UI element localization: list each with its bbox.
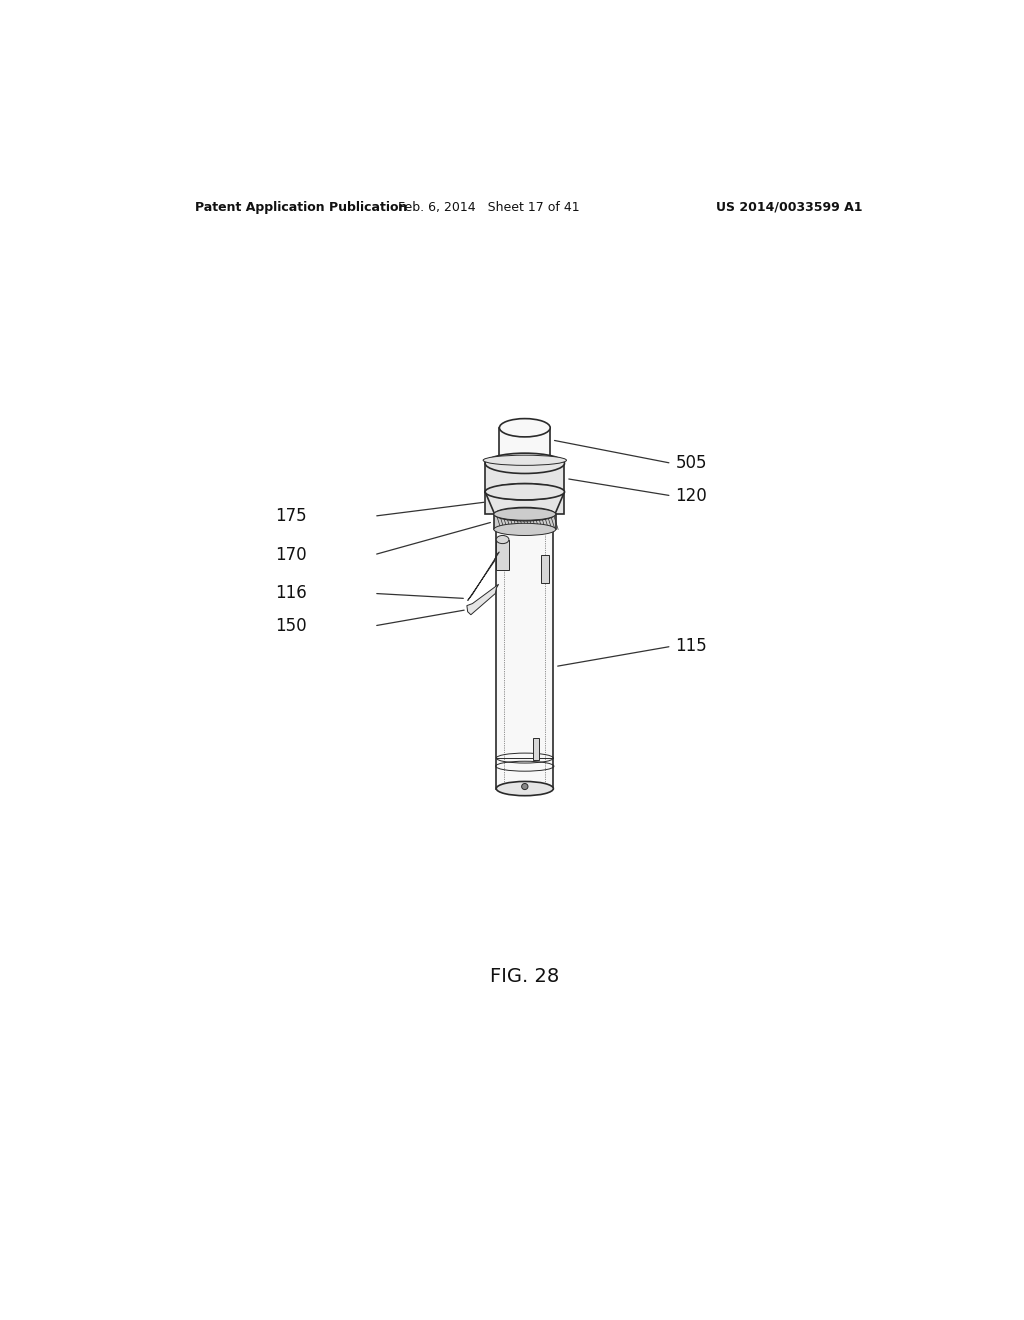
Ellipse shape [500, 457, 550, 470]
Ellipse shape [485, 453, 564, 474]
Ellipse shape [483, 455, 566, 466]
Polygon shape [485, 492, 564, 515]
Polygon shape [485, 492, 564, 515]
Polygon shape [500, 428, 550, 463]
Text: 115: 115 [676, 638, 708, 655]
Text: 120: 120 [676, 487, 708, 504]
Ellipse shape [497, 536, 509, 544]
Polygon shape [468, 552, 500, 601]
Polygon shape [497, 529, 553, 788]
Bar [497, 540, 509, 570]
Text: Feb. 6, 2014   Sheet 17 of 41: Feb. 6, 2014 Sheet 17 of 41 [398, 201, 580, 214]
Text: US 2014/0033599 A1: US 2014/0033599 A1 [716, 201, 862, 214]
Polygon shape [467, 585, 499, 615]
Text: 505: 505 [676, 454, 708, 473]
Polygon shape [494, 515, 556, 529]
Text: Patent Application Publication: Patent Application Publication [196, 201, 408, 214]
Bar [541, 554, 550, 583]
Ellipse shape [489, 483, 560, 500]
Text: FIG. 28: FIG. 28 [490, 968, 559, 986]
Text: 150: 150 [274, 616, 306, 635]
Polygon shape [485, 463, 564, 492]
Ellipse shape [521, 784, 528, 789]
Ellipse shape [497, 781, 553, 796]
Ellipse shape [485, 483, 564, 500]
Ellipse shape [494, 523, 556, 536]
Text: 175: 175 [274, 507, 306, 525]
Text: 116: 116 [274, 585, 306, 602]
Ellipse shape [500, 418, 550, 437]
Text: 170: 170 [274, 545, 306, 564]
Ellipse shape [494, 508, 556, 520]
Ellipse shape [495, 507, 555, 521]
Bar [532, 738, 539, 760]
